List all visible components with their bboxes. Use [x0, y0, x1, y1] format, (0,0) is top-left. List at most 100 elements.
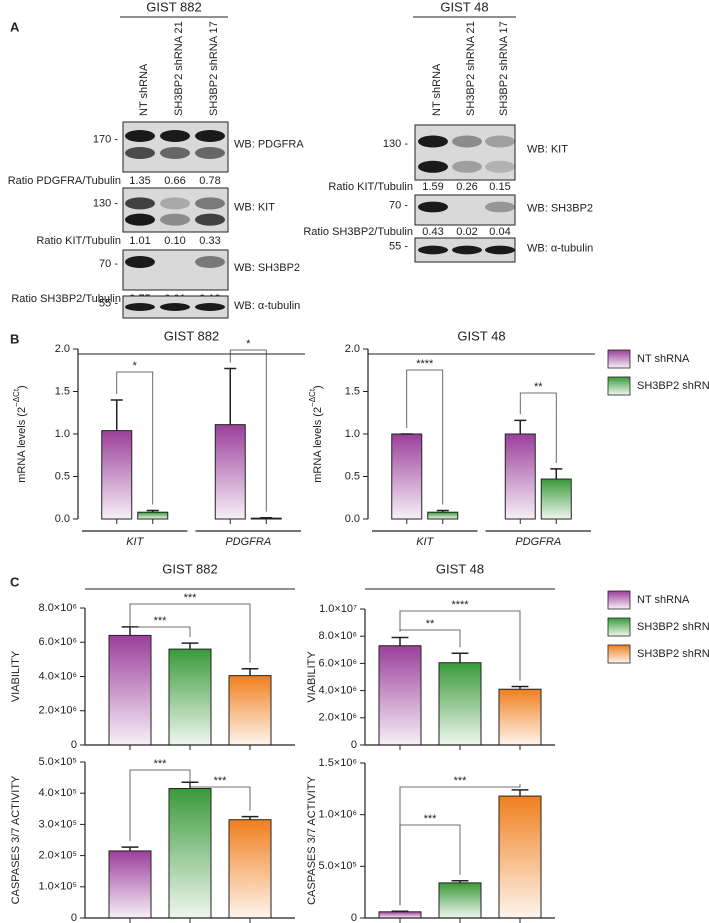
error-bar	[511, 685, 529, 690]
y-tick-label: 4.0×10⁶	[319, 685, 357, 697]
ratio-label: Ratio SH3BP2/Tubulin	[11, 293, 121, 305]
chart-title: GIST 48	[436, 561, 484, 576]
y-tick-label: 2.0×10⁶	[319, 712, 357, 724]
y-tick-label: 0	[351, 912, 357, 923]
y-tick-label: 5.0×10⁵	[38, 756, 77, 768]
y-axis-label-text: mRNA levels (2	[16, 407, 28, 483]
significance-label: ****	[416, 358, 434, 370]
bar	[378, 911, 422, 919]
band	[452, 135, 482, 148]
error-bar	[391, 636, 409, 646]
significance-bracket	[406, 369, 444, 505]
lane-label: NT shRNA	[138, 63, 150, 116]
mw-marker: 70 -	[99, 258, 118, 270]
y-tick-label: 1.5×10⁶	[319, 757, 357, 769]
band	[452, 160, 482, 173]
significance-label: ***	[424, 813, 438, 825]
lane-label: SH3BP2 shRNA 21	[465, 21, 477, 116]
band	[160, 213, 190, 226]
legend-swatch	[607, 644, 631, 664]
error-bar	[550, 468, 563, 480]
significance-bracket	[116, 371, 154, 505]
error-bar	[146, 509, 159, 513]
legend-swatch	[607, 590, 631, 610]
mw-marker: 55 -	[99, 298, 118, 310]
y-tick-label: 1.5	[345, 385, 360, 397]
chart-title: GIST 882	[164, 328, 219, 343]
y-tick-label: 1.0×10⁶	[319, 809, 357, 821]
y-tick-label: 4.0×10⁵	[38, 787, 77, 799]
band	[160, 303, 190, 311]
significance-bracket	[229, 349, 267, 512]
wb-label: WB: α-tubulin	[527, 243, 593, 255]
y-tick-label: 8.0×10⁶	[319, 630, 357, 642]
band	[160, 130, 190, 142]
significance-label: ***	[214, 775, 228, 787]
y-tick-label: 0.5	[55, 470, 70, 482]
y-tick-label: 3.0×10⁵	[38, 818, 77, 830]
band	[195, 130, 225, 142]
y-axis-label: VIABILITY	[306, 651, 318, 703]
significance-bracket	[129, 769, 191, 842]
significance-label: **	[426, 618, 435, 630]
significance-bracket	[399, 783, 521, 906]
error-bar	[451, 880, 469, 883]
band	[485, 160, 515, 173]
mw-marker: 55 -	[389, 240, 408, 252]
band	[452, 245, 482, 255]
chart-title: GIST 882	[162, 561, 217, 576]
blot-box	[122, 249, 229, 291]
y-tick-label: 0	[71, 739, 77, 751]
y-axis-label-text: VIABILITY	[10, 650, 22, 702]
bar	[108, 850, 152, 919]
significance-label: ****	[451, 599, 469, 611]
y-tick-label: 2.0	[55, 343, 70, 355]
chart-title: GIST 48	[457, 328, 505, 343]
band	[485, 245, 515, 255]
error-bar	[436, 509, 449, 513]
band	[125, 197, 155, 210]
error-bar	[511, 789, 529, 797]
lane-label: NT shRNA	[431, 63, 443, 116]
band	[160, 197, 190, 210]
y-tick-label: 0	[71, 912, 77, 923]
lane-label: SH3BP2 shRNA 21	[173, 21, 185, 116]
error-bar	[110, 399, 123, 431]
band	[195, 303, 225, 311]
band	[125, 256, 155, 268]
significance-label: ***	[454, 775, 468, 787]
wb-label: WB: SH3BP2	[527, 202, 593, 214]
significance-label: ***	[154, 758, 168, 770]
band	[125, 303, 155, 311]
y-axis-label-close: )	[312, 385, 324, 389]
ratio-value: 0.26	[456, 181, 477, 193]
bar	[438, 662, 482, 746]
y-tick-label: 0.0	[345, 513, 360, 525]
y-axis-label: CASPASES 3/7 ACTIVITY	[10, 775, 22, 904]
y-axis-label: mRNA levels (2−ΔCt)	[12, 385, 28, 482]
panel-label: C	[10, 574, 20, 589]
band	[195, 147, 225, 159]
ratio-value: 0.04	[489, 226, 510, 238]
bar	[168, 788, 212, 919]
band	[485, 201, 515, 213]
wb-label: WB: α-tubulin	[234, 300, 300, 312]
y-tick-label: 0.0	[55, 513, 70, 525]
wb-label: WB: KIT	[527, 144, 568, 156]
mw-marker: 170 -	[93, 133, 118, 145]
wb-label: WB: PDGFRA	[234, 138, 304, 150]
bar	[504, 433, 536, 520]
y-tick-label: 1.5	[55, 385, 70, 397]
wb-label: WB: KIT	[234, 202, 275, 214]
ratio-value: 0.15	[489, 181, 510, 193]
y-tick-label: 0.5	[345, 470, 360, 482]
y-axis-label-text: VIABILITY	[306, 651, 318, 703]
y-tick-label: 8.0×10⁶	[39, 602, 77, 614]
legend-swatch	[607, 617, 631, 637]
y-axis-label: CASPASES 3/7 ACTIVITY	[306, 775, 318, 904]
legend-label: NT shRNA	[637, 353, 690, 365]
significance-label: ***	[184, 592, 198, 604]
ratio-label: Ratio KIT/Tubulin	[36, 235, 121, 247]
significance-label: *	[246, 338, 251, 350]
